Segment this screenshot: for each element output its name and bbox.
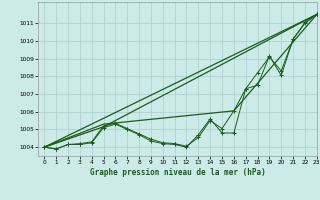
X-axis label: Graphe pression niveau de la mer (hPa): Graphe pression niveau de la mer (hPa): [90, 168, 266, 177]
